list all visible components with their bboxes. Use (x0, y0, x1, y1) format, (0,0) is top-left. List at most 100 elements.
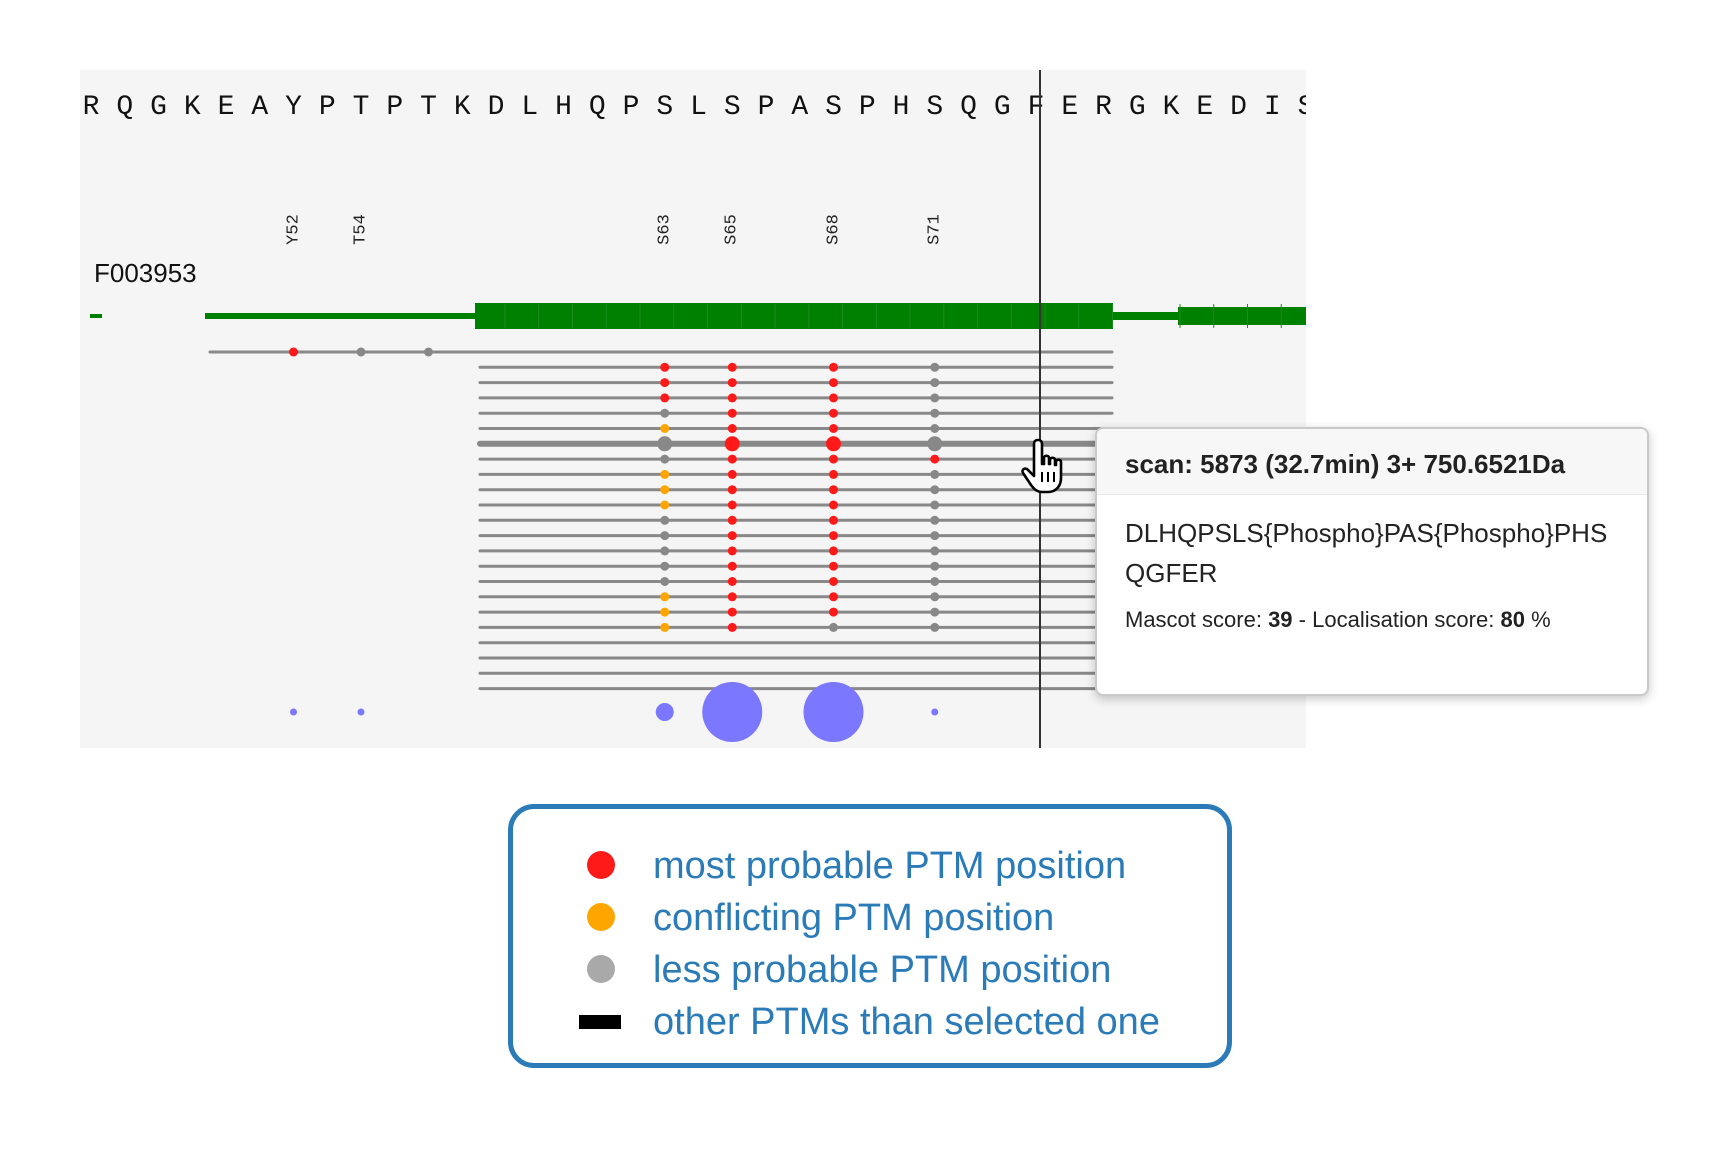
ptm-marker (660, 393, 670, 403)
sequence-residue: S (926, 92, 944, 123)
sequence-residue: G (993, 92, 1011, 123)
orange-dot-icon (587, 903, 615, 931)
ptm-marker (930, 424, 940, 433)
ptm-marker (930, 393, 940, 403)
ptm-marker (660, 424, 670, 433)
site-frequency-bubble (357, 708, 365, 716)
sequence-residue: A (251, 92, 269, 123)
sequence-residue: K (183, 92, 201, 123)
ptm-marker (356, 347, 366, 357)
ptm-marker (727, 485, 737, 495)
sequence-residue: A (791, 92, 809, 123)
protein-track-segment (1178, 307, 1306, 325)
ptm-marker (829, 500, 838, 510)
sequence-residue: E (1196, 92, 1214, 123)
sequence-residue: Q (588, 92, 606, 123)
ptm-marker (829, 469, 838, 479)
ptm-marker (829, 607, 838, 617)
sequence-residue: L (521, 92, 539, 123)
ptm-marker (930, 500, 940, 510)
peptide-track[interactable] (80, 70, 1306, 748)
score-separator: - (1298, 607, 1306, 632)
ptm-marker (930, 546, 940, 556)
site-frequency-bubble (290, 708, 297, 716)
sequence-residue: G (1128, 92, 1146, 123)
ptm-marker (829, 577, 838, 586)
sequence-residue: P (622, 92, 640, 123)
site-frequency-bubble (655, 703, 674, 721)
ptm-marker (930, 408, 940, 418)
sequence-residue: S (656, 92, 674, 123)
sequence-residue: S (1289, 92, 1306, 123)
legend-label: less probable PTM position (653, 949, 1112, 991)
ptm-marker (829, 393, 838, 403)
ptm-marker (289, 347, 298, 357)
mascot-label: Mascot score: (1125, 607, 1262, 632)
sequence-residue: P (757, 92, 775, 123)
ptm-marker (930, 622, 940, 632)
localisation-label: Localisation score: (1312, 607, 1495, 632)
hand-pointer-icon (1021, 438, 1063, 494)
protein-track-segment (475, 303, 1113, 329)
legend-label: most probable PTM position (653, 845, 1127, 887)
selected-ptm-marker (657, 436, 673, 452)
selected-ptm-marker (826, 436, 841, 452)
protein-track-segment (205, 313, 475, 319)
ptm-marker (727, 362, 737, 372)
sequence-residue: S (723, 92, 741, 123)
ptm-marker (727, 424, 737, 433)
ptm-marker (727, 607, 737, 617)
selected-ptm-marker (927, 436, 943, 452)
ptm-marker (829, 454, 838, 464)
ptm-marker (727, 546, 737, 556)
legend: most probable PTM position conflicting P… (508, 804, 1232, 1068)
ptm-marker (930, 378, 940, 388)
ptm-marker (930, 469, 940, 479)
tooltip-title: scan: 5873 (32.7min) 3+ 750.6521Da (1097, 429, 1647, 495)
ptm-marker (727, 469, 737, 479)
sequence-residue: D (1230, 92, 1247, 123)
sequence-residue: Q (116, 92, 134, 123)
ptm-marker (727, 622, 737, 632)
ptm-marker (660, 408, 670, 418)
sequence-residue: G (150, 92, 167, 123)
ptm-marker (727, 408, 737, 418)
sequence-residue: I (1263, 92, 1281, 123)
ptm-marker (930, 485, 940, 495)
ptm-marker (930, 362, 940, 372)
sequence-residue: Q (960, 92, 977, 123)
sequence-residue: P (318, 92, 336, 123)
ptm-marker (829, 592, 838, 602)
ptm-marker (660, 622, 670, 632)
site-frequency-bubble (702, 682, 763, 742)
ptm-marker (930, 515, 940, 525)
ptm-marker (829, 515, 838, 525)
protein-track-segment (1113, 312, 1178, 320)
ptm-marker (727, 378, 737, 388)
ptm-marker (660, 531, 670, 541)
protein-track-segment (90, 314, 102, 318)
ptm-marker (727, 592, 737, 602)
ptm-marker (829, 362, 838, 372)
sequence-residue: E (1061, 92, 1079, 123)
red-dot-icon (587, 851, 615, 879)
ptm-marker (829, 622, 838, 632)
ptm-marker (930, 607, 940, 617)
sequence-residue: E (217, 92, 235, 123)
tooltip-peptide: DLHQPSLS{Phospho}PAS{Phospho}PHSQGFER (1125, 518, 1608, 588)
site-frequency-bubble (931, 708, 939, 716)
ptm-marker (829, 378, 838, 388)
sequence-residue: H (892, 92, 910, 123)
sequence-residue: R (82, 92, 100, 123)
scan-tooltip: scan: 5873 (32.7min) 3+ 750.6521Da DLHQP… (1095, 427, 1649, 696)
sequence-residue: H (555, 92, 572, 123)
site-frequency-bubble (803, 682, 864, 742)
ptm-viewer[interactable]: RQGKEAYPTPTKDLHQPSLSPASPHSQGFERGKEDIS Y5… (80, 70, 1306, 748)
gray-dot-icon (587, 955, 615, 983)
protein-name: F003953 (94, 258, 197, 288)
sequence-residue: R (1095, 92, 1112, 123)
sequence-residue: L (690, 92, 707, 123)
black-bar-icon (579, 1015, 621, 1029)
ptm-marker (930, 561, 940, 571)
ptm-marker (660, 577, 670, 586)
